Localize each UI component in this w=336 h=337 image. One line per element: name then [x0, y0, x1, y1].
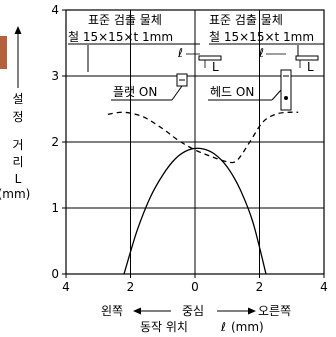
y-label-part: 설 [12, 92, 23, 106]
y-tick-label: 2 [51, 135, 59, 149]
y-tick-label: 0 [51, 267, 59, 281]
x-axis-label-symbol: ℓ [220, 320, 226, 334]
y-tick-label: 4 [51, 3, 59, 17]
series-line-dashed [107, 111, 299, 164]
x-direction-left-arrowhead [133, 307, 141, 315]
annotation-right-target-plate [295, 55, 319, 61]
x-direction-right-arrowhead [248, 307, 256, 315]
x-axis-label: 동작 위치 ℓ (mm) [140, 320, 264, 334]
series-line-solid [123, 147, 267, 275]
y-tick-label: 1 [51, 201, 59, 215]
series-layer [107, 111, 299, 275]
annotation-left-title: 표준 검출 물체 [88, 13, 162, 27]
x-direction-right: 오른쪽 [258, 304, 291, 318]
annotation-right: 표준 검출 물체 철 15×15×t 1mm ℓ L 헤드 ON [208, 13, 324, 111]
x-tick-label: 0 [191, 280, 199, 294]
x-direction-center: 중심 [182, 304, 204, 318]
x-tick-label: 4 [320, 280, 328, 294]
y-axis-label: 설 정 거 리 L (mm) [0, 26, 30, 201]
annotation-right-L-symbol: L [307, 60, 314, 74]
y-label-part: L [15, 172, 22, 186]
x-axis-label-text: 동작 위치 [140, 320, 188, 334]
annotation-right-l-symbol: ℓ [258, 46, 264, 60]
x-direction-labels: 왼쪽 중심 오른쪽 [101, 304, 291, 318]
annotation-right-state-leader [271, 89, 282, 101]
annotation-left: 표준 검출 물체 철 15×15×t 1mm ℓ L 플랫 ON [68, 13, 222, 101]
annotation-left-state-leader [171, 85, 183, 101]
y-tick-label: 3 [51, 69, 59, 83]
left-edge-strip [0, 36, 7, 69]
x-tick-label: 2 [127, 280, 135, 294]
y-label-part: 거 [12, 138, 23, 152]
grid-lines [66, 10, 324, 274]
annotation-left-target-plate [198, 55, 222, 61]
annotation-right-spec: 철 15×15×t 1mm [209, 30, 314, 44]
annotation-left-spec: 철 15×15×t 1mm [68, 30, 173, 44]
annotation-right-state: 헤드 ON [210, 85, 254, 99]
annotation-left-L-symbol: L [212, 60, 219, 74]
x-axis-label-unit: (mm) [231, 320, 264, 334]
sensor-right-led [284, 96, 288, 100]
annotation-right-title: 표준 검출 물체 [209, 13, 283, 27]
y-label-arrowhead [14, 26, 22, 34]
annotation-left-state: 플랫 ON [113, 85, 157, 99]
x-tick-label: 2 [256, 280, 264, 294]
y-label-part: 정 [12, 110, 23, 124]
annotation-left-l-symbol: ℓ [177, 46, 183, 60]
x-direction-left: 왼쪽 [101, 304, 123, 318]
y-label-part: (mm) [0, 187, 30, 201]
x-tick-label: 4 [62, 280, 70, 294]
axes [62, 9, 325, 278]
y-label-part: 리 [12, 155, 23, 169]
